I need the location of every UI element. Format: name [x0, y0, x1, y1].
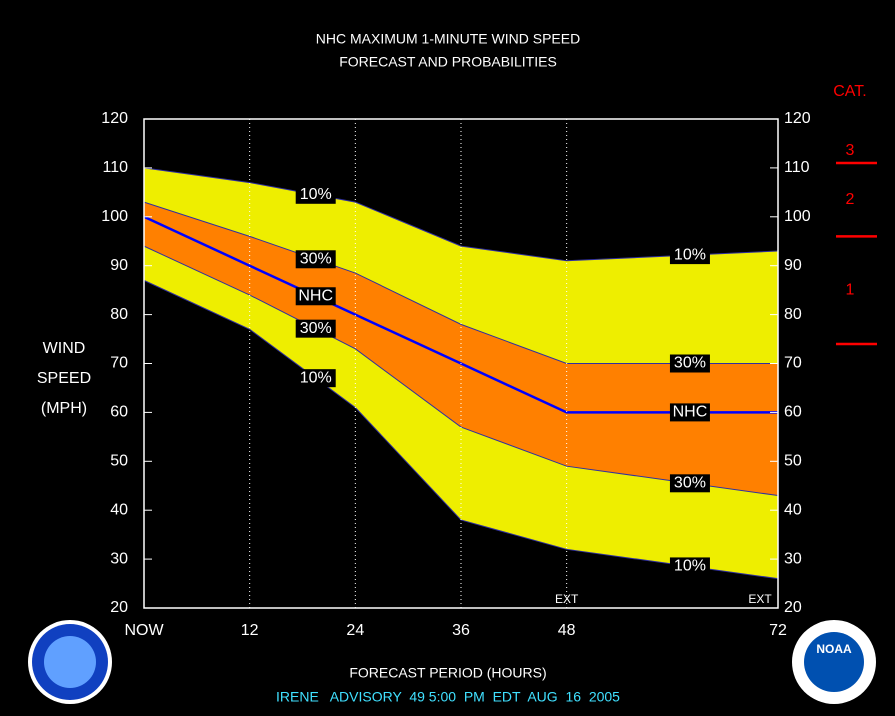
series-label: NHC [673, 404, 708, 421]
y-tick-label: 80 [784, 306, 802, 323]
x-tick-label: NOW [124, 622, 164, 639]
y-tick-label: 70 [110, 355, 128, 372]
x-tick-label: 24 [346, 622, 364, 639]
ext-label: EXT [748, 592, 772, 606]
logo-text: NOAA [816, 642, 852, 656]
label-box [295, 250, 336, 269]
series-label: 10% [300, 369, 332, 386]
band-edge [143, 167, 779, 262]
series-label: 30% [674, 475, 706, 492]
series-label: 30% [300, 251, 332, 268]
label-box [669, 557, 710, 576]
label-box [295, 287, 336, 306]
noaa-logo: NOAA [792, 620, 876, 704]
chart-title: NHC MAXIMUM 1-MINUTE WIND SPEED [316, 31, 580, 47]
y-tick-label: 60 [784, 404, 802, 421]
y-tick-label: 50 [110, 453, 128, 470]
series-label: 10% [674, 246, 706, 263]
y-tick-label: 80 [110, 306, 128, 323]
y-label: SPEED [37, 370, 91, 387]
band-edge [143, 245, 779, 497]
series-label: 10% [300, 186, 332, 203]
y-tick-label: 60 [110, 404, 128, 421]
band-30 [144, 202, 778, 496]
y-tick-label: 90 [784, 257, 802, 274]
y-tick-label: 120 [101, 110, 128, 127]
logo-center [44, 636, 96, 688]
category-title: CAT. [833, 83, 866, 100]
band-edge [143, 279, 779, 580]
label-box [669, 354, 710, 373]
y-tick-label: 110 [102, 159, 128, 176]
label-box [669, 474, 710, 493]
category-label: 2 [846, 191, 855, 208]
label-box [669, 403, 710, 422]
y-tick-label: 40 [110, 501, 128, 518]
y-tick-label: 20 [110, 599, 128, 616]
y-tick-label: 30 [110, 550, 128, 567]
logo-center [804, 632, 864, 692]
y-tick-label: 20 [784, 599, 802, 616]
label-box [295, 319, 336, 338]
ext-label: EXT [555, 592, 579, 606]
series-label: NHC [298, 287, 333, 304]
y-tick-label: 70 [784, 355, 802, 372]
band-edge [143, 201, 778, 364]
x-label: FORECAST PERIOD (HOURS) [349, 665, 546, 681]
plot-frame [143, 118, 779, 609]
nws-logo [28, 620, 112, 704]
footer: IRENE ADVISORY 49 5:00 PM EDT AUG 16 200… [276, 689, 620, 705]
x-tick-label: 12 [241, 622, 259, 639]
x-tick-label: 48 [558, 622, 576, 639]
y-label: (MPH) [41, 400, 87, 417]
y-tick-label: 50 [784, 453, 802, 470]
y-tick-label: 30 [784, 550, 802, 567]
label-box [295, 185, 336, 204]
y-label: WIND [43, 340, 86, 357]
nhc-line [143, 215, 778, 414]
x-tick-label: 36 [452, 622, 470, 639]
series-label: 30% [674, 355, 706, 372]
x-tick-label: 72 [769, 622, 787, 639]
y-tick-label: 120 [784, 110, 811, 127]
y-tick-label: 40 [784, 501, 802, 518]
series-label: 10% [674, 558, 706, 575]
y-tick-label: 100 [784, 208, 811, 225]
label-box [669, 246, 710, 265]
category-label: 1 [846, 281, 855, 298]
series-label: 30% [300, 320, 332, 337]
y-tick-label: 90 [110, 257, 128, 274]
chart-subtitle: FORECAST AND PROBABILITIES [339, 54, 557, 70]
category-label: 3 [846, 142, 855, 159]
label-box [295, 369, 336, 388]
y-tick-label: 100 [101, 208, 128, 225]
y-tick-label: 110 [784, 159, 810, 176]
